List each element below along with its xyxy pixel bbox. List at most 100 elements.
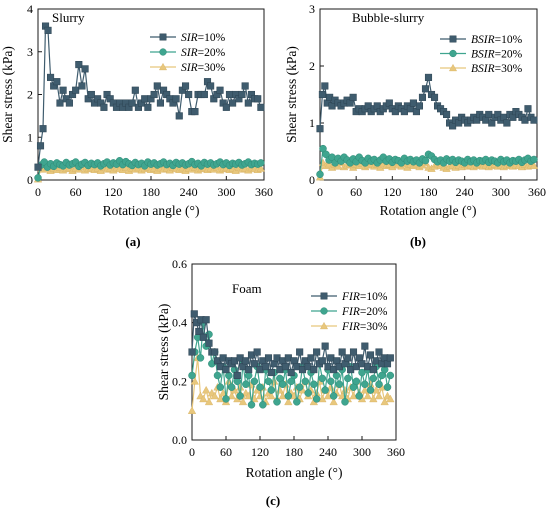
legend-entry-value: =20%	[198, 47, 226, 59]
data-point	[316, 125, 324, 133]
data-point	[383, 360, 392, 368]
data-point	[360, 385, 369, 394]
data-point	[259, 401, 267, 409]
data-point	[421, 85, 430, 93]
legend-entry-symbol: SIR	[181, 62, 198, 74]
data-point	[284, 392, 293, 400]
y-tick-label: 0.4	[172, 316, 187, 330]
legend-marker	[449, 49, 457, 58]
data-point	[318, 357, 326, 365]
data-point	[238, 90, 246, 99]
data-point	[181, 82, 190, 90]
legend-marker	[320, 292, 328, 300]
chart-title: Foam	[232, 281, 262, 296]
data-point	[225, 90, 234, 99]
legend-entry-symbol: FIR	[341, 306, 360, 318]
data-point	[254, 95, 262, 103]
data-point	[374, 391, 384, 400]
data-point	[242, 380, 250, 389]
chart-panel-a: 0 60 120 180 240 300 360 0 1 2 3 4 Rotation angle (°…	[0, 2, 273, 249]
data-point	[485, 110, 493, 119]
data-point	[321, 82, 329, 90]
data-point	[56, 99, 64, 107]
data-point	[270, 360, 278, 368]
data-point	[141, 95, 149, 103]
legend-entry-value: =30%	[198, 62, 226, 74]
data-point	[366, 351, 375, 359]
data-point	[321, 342, 329, 350]
x-tick-label: 60	[70, 185, 82, 199]
legend-entry: BSIR=30%	[471, 63, 523, 75]
data-point	[366, 386, 375, 394]
x-tick-label: 180	[142, 185, 160, 199]
data-point	[312, 395, 321, 403]
data-point	[47, 73, 55, 81]
data-point	[386, 354, 394, 362]
data-point	[284, 397, 293, 406]
data-point	[321, 386, 329, 394]
data-point	[227, 391, 236, 400]
y-tick-label: 0.2	[172, 374, 187, 388]
data-point	[409, 99, 417, 107]
data-point	[369, 366, 377, 374]
data-point	[202, 316, 210, 324]
data-point	[244, 99, 252, 107]
y-axis-label: Shear stress (kPa)	[156, 304, 171, 401]
y-tick-label: 0.6	[172, 257, 187, 271]
data-point	[213, 371, 222, 380]
data-point	[529, 161, 539, 169]
x-tick-label: 240	[319, 445, 337, 459]
data-point	[245, 366, 253, 374]
data-point	[128, 99, 136, 107]
legend-entry: FIR=30%	[341, 321, 388, 333]
legend-marker	[158, 62, 168, 71]
data-point	[281, 363, 290, 371]
y-tick-label: 0	[309, 173, 315, 187]
data-point	[253, 348, 261, 356]
data-point	[222, 395, 230, 403]
data-point	[262, 363, 270, 371]
data-point	[369, 394, 378, 403]
data-point	[191, 108, 199, 116]
x-tick-label: 120	[251, 445, 269, 459]
data-point	[72, 86, 80, 94]
x-tick-label: 120	[104, 185, 122, 199]
data-point	[233, 371, 241, 380]
legend-entry-symbol: FIR	[341, 321, 360, 333]
legend-entry-value: =20%	[495, 49, 523, 61]
legend-entry-symbol: FIR	[341, 291, 360, 303]
x-axis-label: Rotation angle (°)	[103, 203, 200, 218]
legend-marker	[159, 33, 167, 41]
data-point	[205, 339, 213, 347]
data-point	[329, 392, 338, 400]
x-tick-label: 360	[387, 445, 405, 459]
legend-entry: FIR=20%	[341, 306, 388, 318]
legend-entry: SIR=10%	[181, 32, 226, 44]
data-point	[264, 354, 273, 362]
legend-marker	[319, 321, 329, 330]
data-point	[318, 374, 327, 383]
x-tick-label: 240	[456, 185, 474, 199]
data-point	[236, 392, 244, 400]
data-point	[375, 348, 383, 356]
data-point	[316, 170, 324, 179]
data-point	[355, 392, 363, 400]
x-tick-label: 0	[317, 185, 323, 199]
x-tick-label: 360	[255, 185, 273, 199]
legend-entry-symbol: BSIR	[471, 63, 495, 75]
panel-label: (b)	[410, 234, 426, 249]
data-point	[196, 354, 205, 362]
chart-panel-c: 0 60 120 180 240 300 360 0.0 0.2 0.4 0.6 Rotation a…	[156, 257, 405, 508]
data-point	[227, 383, 236, 391]
data-point	[175, 112, 183, 120]
data-point	[187, 406, 197, 414]
data-point	[222, 103, 230, 111]
data-point	[341, 398, 349, 406]
data-point	[287, 368, 295, 377]
data-point	[530, 116, 538, 124]
data-point	[241, 82, 249, 90]
data-point	[310, 380, 318, 389]
data-point	[278, 380, 287, 389]
data-point	[307, 354, 315, 362]
data-point	[372, 385, 381, 394]
